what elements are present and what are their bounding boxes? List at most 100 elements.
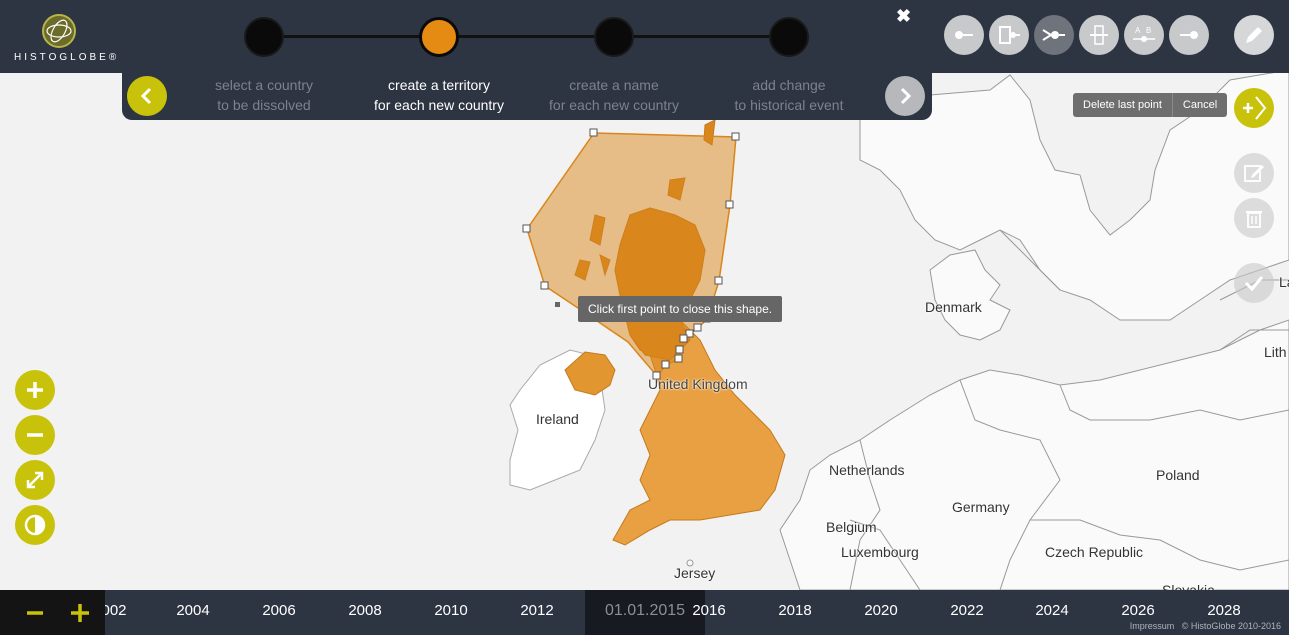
delete-territory-button[interactable] — [1234, 198, 1274, 238]
step-4-line1: add change — [752, 77, 826, 93]
map-label-germany: Germany — [952, 499, 1010, 515]
step-4-dot[interactable] — [769, 17, 809, 57]
year-label: 2022 — [950, 602, 984, 619]
trash-icon — [1246, 211, 1262, 228]
step-3-line1: create a name — [569, 77, 659, 93]
step-1-label: select a country to be dissolved — [179, 75, 349, 115]
map-label-united-kingdom: United Kingdom — [648, 376, 748, 392]
step-4-label: add change to historical event — [704, 75, 874, 115]
step-1-line2: to be dissolved — [217, 97, 311, 113]
border-icon — [1090, 25, 1108, 45]
delete-last-point-button[interactable]: Delete last point — [1073, 93, 1172, 117]
split-icon — [999, 26, 1020, 44]
cancel-button[interactable]: Cancel — [1171, 93, 1228, 117]
tool-button-1[interactable] — [944, 15, 984, 55]
map-label-czech-republic: Czech Republic — [1045, 544, 1144, 560]
next-step-button[interactable] — [885, 76, 925, 116]
map-label-belgium: Belgium — [826, 519, 877, 535]
year-label: 2004 — [176, 602, 210, 619]
year-label: 2008 — [348, 602, 382, 619]
map-label-luxembourg: Luxembourg — [841, 544, 919, 560]
node-left-icon — [955, 31, 973, 39]
year-label: 002 — [101, 602, 127, 619]
step-2-line2: for each new country — [374, 97, 504, 113]
close-icon[interactable]: ✖ — [896, 6, 912, 26]
map-label-denmark: Denmark — [925, 299, 982, 315]
pencil-icon — [1246, 27, 1262, 43]
logo-text: HISTOGLOBE® — [14, 52, 120, 63]
edit-mode-button[interactable] — [1234, 15, 1274, 55]
map-label-lithuania: Lith — [1264, 344, 1287, 360]
draw-tooltip: Click first point to close this shape. — [578, 296, 783, 322]
node-right-icon — [1180, 31, 1198, 39]
zoom-in-button[interactable] — [15, 370, 55, 410]
year-label: 2028 — [1207, 602, 1241, 619]
map-label-netherlands: Netherlands — [829, 462, 905, 478]
footer: Impressum © HistoGlobe 2010-2016 — [1130, 621, 1281, 631]
current-date-marker[interactable] — [585, 590, 705, 635]
map-label-poland: Poland — [1156, 467, 1200, 483]
year-label: 2024 — [1035, 602, 1069, 619]
edit-territory-button[interactable] — [1234, 153, 1274, 193]
check-icon — [1244, 276, 1264, 292]
step-3-dot[interactable] — [594, 17, 634, 57]
zoom-in-icon — [27, 382, 43, 398]
step-4-line2: to historical event — [734, 97, 844, 113]
contrast-icon — [24, 514, 46, 536]
wizard-panel: select a country to be dissolved create … — [122, 73, 932, 120]
fullscreen-button[interactable] — [15, 460, 55, 500]
current-date: 01.01.2015 — [604, 602, 686, 619]
step-2-label: create a territory for each new country — [354, 75, 524, 115]
year-label: 2012 — [520, 602, 554, 619]
zoom-out-icon — [27, 433, 43, 437]
chevron-left-icon — [140, 87, 152, 105]
fullscreen-icon — [26, 471, 44, 489]
merge-icon — [1042, 29, 1065, 41]
step-progress-line — [264, 35, 789, 38]
copyright-text: © HistoGlobe 2010-2016 — [1181, 621, 1281, 631]
map-label-ireland: Ireland — [536, 411, 579, 427]
timeline-zoom-controls — [0, 590, 105, 635]
edit-icon — [1244, 165, 1264, 182]
prev-step-button[interactable] — [127, 76, 167, 116]
timeline[interactable]: 002 2004 2006 2008 2010 2012 2016 2018 2… — [0, 590, 1289, 635]
timeline-zoom-out-button[interactable] — [18, 596, 52, 630]
histoglobe-logo[interactable]: HISTOGLOBE® — [12, 12, 122, 67]
timeline-zoom-in-button[interactable] — [63, 596, 97, 630]
step-2-line1: create a territory — [388, 77, 490, 93]
tool-button-6[interactable] — [1169, 15, 1209, 55]
step-2-dot[interactable] — [419, 17, 459, 57]
minus-icon — [27, 611, 43, 615]
impressum-link[interactable]: Impressum — [1129, 621, 1175, 631]
map-label-latvia: La — [1279, 274, 1289, 290]
tool-button-2[interactable] — [989, 15, 1029, 55]
map-label-jersey: Jersey — [674, 565, 716, 581]
year-label: 2016 — [692, 602, 726, 619]
contrast-button[interactable] — [15, 505, 55, 545]
add-territory-button[interactable] — [1234, 88, 1274, 128]
step-3-label: create a name for each new country — [529, 75, 699, 115]
plus-icon — [71, 604, 89, 622]
year-label: 2020 — [864, 602, 898, 619]
step-1-line1: select a country — [214, 77, 314, 93]
step-3-line2: for each new country — [549, 97, 679, 113]
chevron-right-icon — [900, 87, 912, 105]
zoom-out-button[interactable] — [15, 415, 55, 455]
year-label: 2010 — [434, 602, 468, 619]
step-1-dot[interactable] — [244, 17, 284, 57]
year-label: 2006 — [262, 602, 296, 619]
tool-button-3[interactable] — [1034, 15, 1074, 55]
plus-chevron-icon — [1243, 96, 1267, 120]
year-label: 2018 — [778, 602, 812, 619]
finish-territory-button[interactable] — [1234, 263, 1274, 303]
svg-text:B: B — [1146, 26, 1151, 35]
tool-button-4[interactable] — [1079, 15, 1119, 55]
map-label-slovakia: Slovakia — [1162, 582, 1215, 590]
globe-icon — [42, 14, 76, 48]
svg-text:A: A — [1135, 26, 1141, 35]
draw-action-bar: Delete last point Cancel — [1073, 93, 1228, 117]
year-label: 2026 — [1121, 602, 1155, 619]
